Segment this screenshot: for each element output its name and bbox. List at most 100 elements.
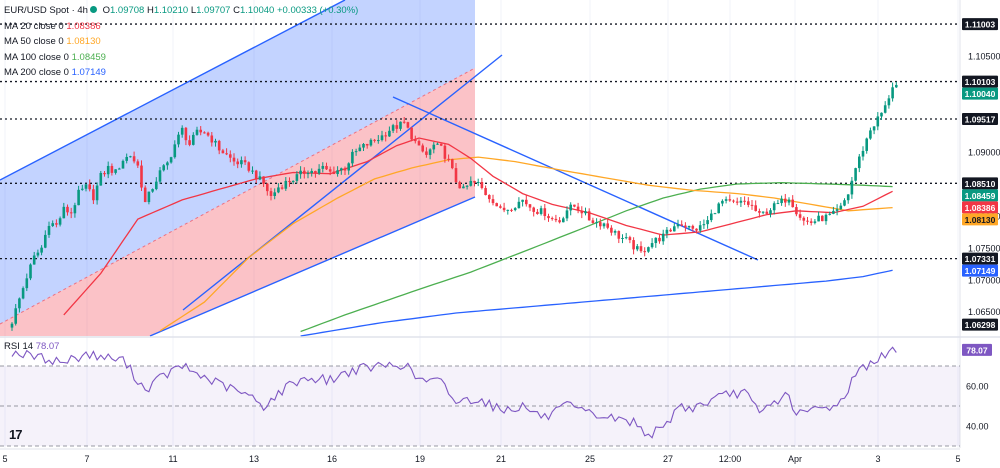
ma100-legend[interactable]: MA 100 close 0 1.08459 bbox=[4, 51, 106, 63]
price-label: 1.08386 bbox=[962, 201, 998, 214]
candle bbox=[88, 184, 91, 190]
candle bbox=[29, 264, 32, 279]
candle bbox=[710, 213, 713, 221]
candle bbox=[173, 144, 177, 158]
candle bbox=[791, 199, 794, 208]
channel-upper-line bbox=[0, 0, 346, 181]
candle bbox=[517, 201, 521, 209]
candle bbox=[510, 209, 513, 211]
candle bbox=[739, 200, 743, 203]
candle bbox=[636, 246, 639, 250]
candle bbox=[835, 209, 839, 211]
price-label: 1.06298 bbox=[962, 318, 998, 331]
candle bbox=[702, 224, 706, 226]
candle bbox=[469, 180, 473, 186]
candle bbox=[225, 153, 228, 155]
candle bbox=[887, 98, 891, 106]
candle bbox=[743, 200, 746, 202]
candle bbox=[787, 199, 791, 203]
candle bbox=[192, 134, 195, 145]
candle bbox=[643, 251, 646, 253]
candle bbox=[129, 156, 132, 158]
time-tick-label: 25 bbox=[585, 454, 595, 464]
candle bbox=[484, 188, 487, 196]
candle bbox=[417, 141, 421, 146]
price-label: 1.08459 bbox=[962, 189, 998, 202]
candle bbox=[539, 208, 543, 214]
candle bbox=[584, 211, 587, 214]
candle bbox=[414, 139, 417, 142]
candle bbox=[488, 195, 491, 200]
candle bbox=[362, 143, 365, 148]
candle bbox=[436, 143, 439, 145]
candle bbox=[395, 125, 399, 129]
candle bbox=[73, 205, 77, 214]
candle bbox=[380, 135, 384, 141]
symbol-title[interactable]: EUR/USD Spot · 4h bbox=[4, 5, 88, 16]
candle bbox=[776, 203, 780, 205]
ohlc-close: C1.10040 bbox=[233, 5, 275, 16]
candle bbox=[184, 127, 188, 141]
candle bbox=[465, 185, 469, 187]
candle bbox=[121, 160, 125, 169]
price-label-box bbox=[962, 18, 998, 31]
candle bbox=[550, 218, 554, 220]
candle bbox=[180, 127, 184, 135]
candle bbox=[876, 116, 880, 127]
price-label-box bbox=[962, 87, 998, 100]
time-tick-label: 11 bbox=[168, 454, 177, 464]
candle bbox=[665, 229, 669, 234]
rsi-legend[interactable]: RSI 14 78.07 bbox=[4, 341, 60, 352]
candle bbox=[543, 208, 547, 217]
candle bbox=[691, 225, 695, 229]
candle bbox=[254, 170, 258, 180]
candle bbox=[784, 198, 787, 203]
candle bbox=[721, 200, 724, 204]
candle bbox=[21, 288, 25, 299]
candle bbox=[528, 204, 532, 208]
price-label-box bbox=[962, 318, 998, 331]
candle bbox=[846, 194, 850, 201]
price-label: 1.08510 bbox=[962, 177, 998, 190]
ma50-legend[interactable]: MA 50 close 0 1.08130 bbox=[4, 36, 101, 47]
candle bbox=[587, 211, 591, 221]
candle bbox=[343, 168, 347, 171]
candle bbox=[277, 187, 280, 193]
candle bbox=[303, 170, 306, 174]
candle bbox=[232, 157, 236, 162]
candle bbox=[462, 186, 465, 189]
candle bbox=[266, 183, 269, 192]
ohlc-low: L1.09707 bbox=[190, 5, 231, 16]
candle bbox=[606, 223, 609, 228]
candle bbox=[735, 201, 739, 203]
candle bbox=[680, 224, 683, 226]
time-tick-label: 21 bbox=[496, 454, 506, 464]
candle bbox=[332, 171, 336, 175]
candle bbox=[883, 105, 887, 113]
tradingview-logo[interactable]: 17 bbox=[9, 427, 23, 442]
candle bbox=[621, 237, 624, 239]
price-tick-label: 1.07000 bbox=[968, 275, 1000, 285]
candle bbox=[269, 191, 273, 196]
ma200-legend[interactable]: MA 200 close 0 1.07149 bbox=[4, 67, 106, 78]
candle bbox=[421, 145, 424, 152]
rsi-value-label: 78.07 bbox=[962, 343, 992, 356]
rsi-value-text: 78.07 bbox=[966, 345, 988, 355]
price-tick-label: 1.10500 bbox=[968, 52, 1000, 62]
candle bbox=[536, 211, 539, 214]
candle bbox=[195, 129, 199, 135]
trendline-support bbox=[182, 54, 503, 311]
candle bbox=[388, 130, 391, 137]
candle bbox=[214, 140, 217, 143]
candle bbox=[728, 199, 732, 201]
candle bbox=[639, 246, 643, 252]
time-tick-label: 16 bbox=[327, 454, 337, 464]
candle bbox=[118, 168, 121, 170]
candle bbox=[832, 210, 835, 214]
ma20-legend[interactable]: MA 20 close 0 1.08386 bbox=[4, 20, 101, 32]
candle bbox=[591, 220, 595, 224]
candle bbox=[236, 161, 239, 165]
candle bbox=[872, 126, 876, 131]
candle bbox=[18, 298, 21, 309]
candle bbox=[695, 228, 698, 231]
